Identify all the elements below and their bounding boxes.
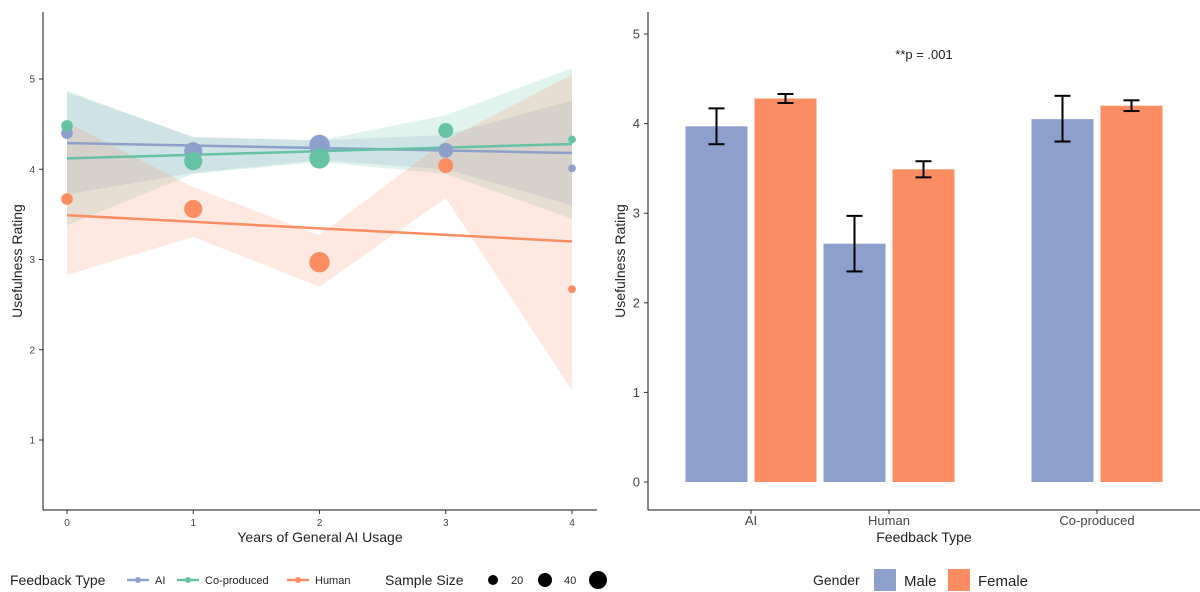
legend-key-dot [135, 577, 141, 583]
bar-female-ai [754, 98, 817, 483]
size-legend-dot-medium [538, 573, 552, 587]
bar-panel: 0 1 2 3 4 5 AI Human Co-produced Feedback Type Use… [612, 12, 1200, 591]
y-tick-label: 1 [29, 436, 35, 447]
data-point-co-produced [309, 148, 330, 169]
y-tick-label: 5 [633, 27, 640, 42]
legend-label-human: Human [315, 575, 350, 587]
legend-label-co-produced: Co-produced [205, 575, 269, 587]
y-tick-label: 3 [633, 206, 640, 221]
significance-annotation: **p = .001 [895, 47, 952, 62]
fit-line-human [66, 214, 573, 243]
legend-title: Gender [813, 572, 860, 588]
data-point-human [309, 252, 330, 273]
x-tick-label: 4 [569, 518, 575, 529]
x-tick-label: 3 [443, 518, 449, 529]
x-tick-label: 1 [190, 518, 196, 529]
x-axis-title: Years of General AI Usage [237, 529, 402, 545]
bar-female-co-produced [1100, 105, 1163, 483]
data-point-ai [438, 142, 454, 158]
y-tick-label: 2 [29, 345, 35, 356]
y-tick-label: 5 [29, 75, 35, 86]
x-tick-label: AI [745, 513, 757, 528]
legend-key-dot [295, 577, 301, 583]
legend-label-female: Female [978, 573, 1028, 590]
y-tick-label: 3 [29, 255, 35, 266]
y-tick-label: 0 [633, 475, 640, 490]
y-tick-label: 4 [633, 116, 640, 131]
size-legend-title: Sample Size [385, 572, 464, 588]
data-point-co-produced [184, 152, 203, 171]
legend-title: Feedback Type [10, 572, 106, 588]
size-legend-label: 20 [511, 575, 523, 587]
legend-key-male [874, 569, 896, 591]
bar-female-human [892, 169, 955, 482]
data-point-co-produced [438, 122, 454, 138]
y-tick-label: 4 [29, 165, 35, 176]
data-point-co-produced [568, 135, 576, 144]
size-legend-dot-small [488, 575, 498, 585]
legend-label-male: Male [904, 573, 937, 590]
x-axis-title: Feedback Type [876, 529, 972, 545]
data-point-human [568, 285, 576, 294]
x-tick-label: Human [868, 513, 910, 528]
x-tick-label: 2 [317, 518, 323, 529]
data-point-human [61, 193, 73, 205]
data-point-human [184, 199, 203, 219]
legend-label-ai: AI [155, 575, 165, 587]
size-legend-label: 40 [564, 575, 576, 587]
size-legend-dot-large [589, 571, 607, 589]
y-axis-title: Usefulness Rating [612, 204, 628, 318]
x-tick-label: Co-produced [1059, 513, 1134, 528]
data-point-co-produced [61, 120, 73, 132]
legend-key-female [948, 569, 970, 591]
y-tick-label: 1 [633, 385, 640, 400]
bar-male-human [823, 243, 886, 482]
legend-key-dot [185, 577, 191, 583]
data-point-ai [568, 164, 576, 173]
bar-male-ai [685, 126, 748, 483]
y-axis-title: Usefulness Rating [9, 204, 25, 318]
bar-male-co-produced [1031, 119, 1094, 483]
y-tick-label: 2 [633, 295, 640, 310]
data-point-human [438, 158, 454, 174]
x-tick-label: 0 [64, 518, 70, 529]
scatter-panel: 0 1 2 3 4 1 2 3 4 5 Years of General AI Usage Usefu… [9, 12, 607, 589]
